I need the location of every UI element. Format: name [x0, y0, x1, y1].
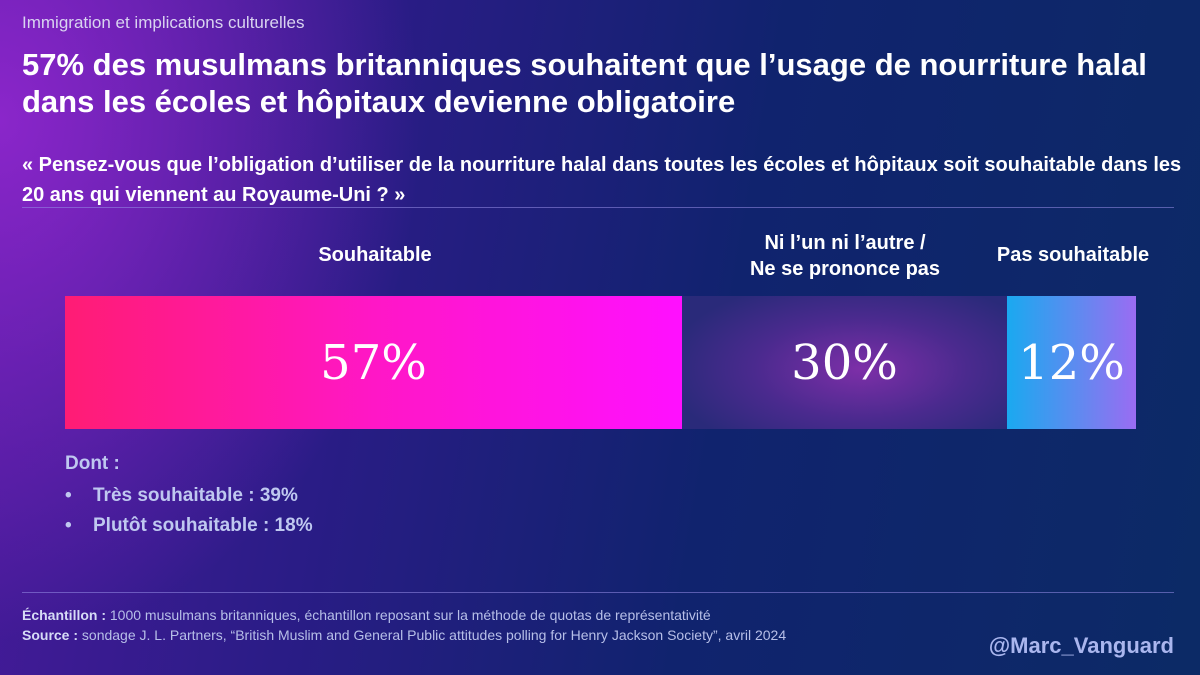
divider-top [22, 207, 1174, 208]
author-handle: @Marc_Vanguard [988, 633, 1174, 658]
stacked-bar-chart: 57% 30% 12% [65, 296, 1136, 429]
divider-bottom [22, 592, 1174, 593]
breakdown-item: • Plutôt souhaitable : 18% [65, 515, 313, 536]
bar-pas-souhaitable: 12% [1007, 296, 1136, 429]
category-label-pas-souhaitable: Pas souhaitable [996, 244, 1150, 266]
page-title: 57% des musulmans britanniques souhaiten… [22, 47, 1147, 119]
breakdown-item: • Très souhaitable : 39% [65, 485, 298, 506]
survey-question: « Pensez-vous que l’obligation d’utilise… [22, 154, 1182, 206]
bar-value-pas-souhaitable: 12% [1018, 334, 1125, 391]
bullet-icon: • [65, 515, 72, 536]
category-label-neutre: Ni l’un ni l’autre / Ne se prononce pas [749, 232, 941, 280]
bar-value-souhaitable: 57% [320, 334, 427, 391]
breakdown-heading: Dont : [65, 453, 120, 474]
category-label-souhaitable: Souhaitable [318, 244, 432, 266]
footnote-sample: Échantillon : 1000 musulmans britannique… [22, 607, 711, 623]
bar-value-neutre: 30% [791, 334, 898, 391]
bullet-icon: • [65, 485, 72, 506]
footnote-source: Source : sondage J. L. Partners, “Britis… [22, 627, 787, 643]
bar-souhaitable: 57% [65, 296, 682, 429]
bar-neutre: 30% [682, 296, 1007, 429]
section-kicker: Immigration et implications culturelles [22, 13, 305, 32]
